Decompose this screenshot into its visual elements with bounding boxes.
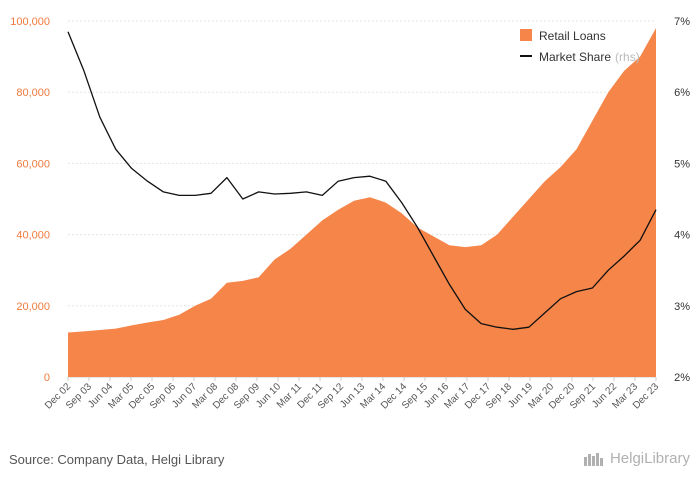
y-left-tick-label: 40,000 — [16, 230, 50, 242]
y-left-tick-label: 60,000 — [16, 158, 50, 170]
helgi-library-logo[interactable]: HelgiLibrary — [583, 450, 690, 467]
market-share-polyline — [67, 31, 657, 330]
market-share-line — [67, 31, 657, 330]
y-axis-left: 100,000 80,000 60,000 40,000 20,000 0 — [10, 16, 50, 384]
y-right-tick-label: 5% — [674, 158, 690, 170]
legend-label-retail-loans: Retail Loans — [539, 29, 606, 43]
legend-label-market-share-name: Market Share — [539, 50, 611, 64]
y-left-tick-label: 20,000 — [16, 301, 50, 313]
legend[interactable]: Retail Loans Market Share (rhs) — [520, 29, 640, 64]
y-left-tick-label: 100,000 — [10, 16, 50, 28]
y-left-tick-label: 80,000 — [16, 87, 50, 99]
retail-loans-area-path — [68, 28, 656, 377]
y-right-tick-label: 4% — [674, 230, 690, 242]
y-right-tick-label: 3% — [674, 301, 690, 313]
library-icon — [583, 452, 603, 466]
legend-label-market-share-suffix: (rhs) — [615, 50, 640, 64]
y-left-tick-label: 0 — [44, 372, 50, 384]
y-axis-right: 7% 6% 5% 4% 3% 2% — [674, 16, 690, 384]
y-right-tick-label: 6% — [674, 87, 690, 99]
legend-swatch-retail-loans — [520, 29, 532, 41]
brand-name: HelgiLibrary — [609, 450, 690, 467]
y-right-tick-label: 7% — [674, 16, 690, 28]
legend-label-market-share: Market Share (rhs) — [539, 50, 640, 64]
retail-loans-area — [68, 28, 656, 377]
y-right-tick-label: 2% — [674, 372, 690, 384]
source-note: Source: Company Data, Helgi Library — [9, 452, 225, 467]
